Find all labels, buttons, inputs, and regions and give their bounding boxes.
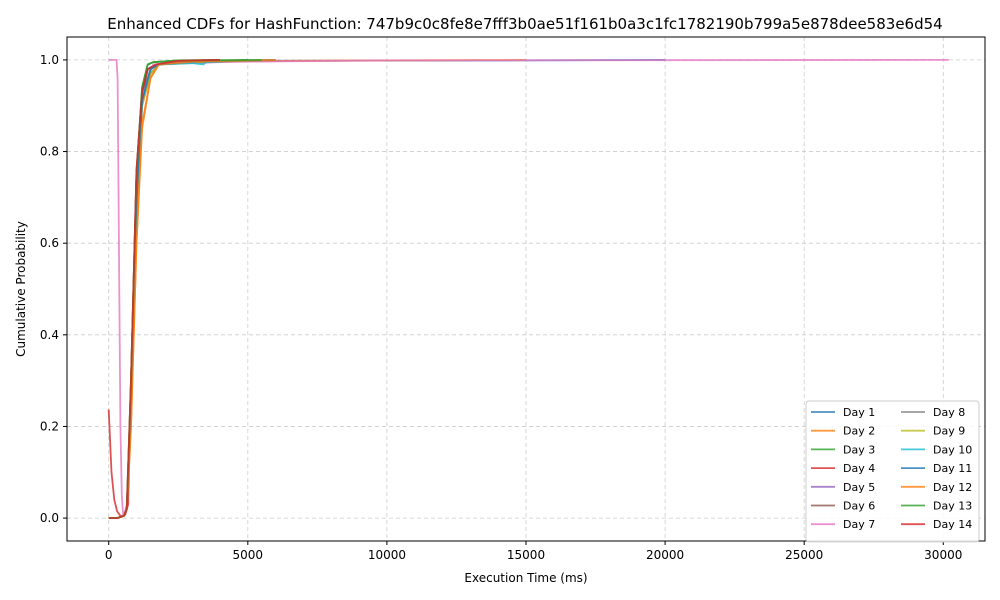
y-axis-label: Cumulative Probability xyxy=(14,221,28,357)
legend: Day 1 Day 2 Day 3 Day 4 Day 5 Day 6 Day 7 Day 8… xyxy=(805,400,980,543)
legend-entry-label: Day 1 xyxy=(843,406,875,419)
legend-entry-label: Day 14 xyxy=(933,518,972,531)
series-line-day-14 xyxy=(108,59,221,519)
legend-entry-label: Day 13 xyxy=(933,500,972,513)
legend-entry-label: Day 8 xyxy=(933,406,965,419)
chart-title: Enhanced CDFs for HashFunction: 747b9c0c… xyxy=(107,15,942,33)
x-tick-label: 5000 xyxy=(233,548,264,562)
y-tick-label: 0.0 xyxy=(40,511,59,525)
x-tick-label: 10000 xyxy=(368,548,406,562)
legend-entry-label: Day 6 xyxy=(843,500,875,513)
x-tick-label: 25000 xyxy=(785,548,823,562)
series-lines xyxy=(107,59,949,519)
legend-box xyxy=(805,400,980,543)
y-tick-label: 0.8 xyxy=(40,145,59,159)
legend-entry-label: Day 2 xyxy=(843,425,875,438)
legend-entry-label: Day 5 xyxy=(843,481,875,494)
y-tick-label: 0.6 xyxy=(40,236,59,250)
legend-entry-label: Day 9 xyxy=(933,425,965,438)
legend-entry-label: Day 7 xyxy=(843,518,875,531)
x-tick-label: 15000 xyxy=(507,548,545,562)
legend-entry-label: Day 11 xyxy=(933,462,972,475)
axis-ticks: 0 5000 10000 15000 20000 25000 30000 0.0 0.2 0.4 0… xyxy=(40,53,962,562)
x-axis-label: Execution Time (ms) xyxy=(464,571,587,585)
x-tick-label: 30000 xyxy=(924,548,962,562)
legend-entry-label: Day 3 xyxy=(843,443,875,456)
y-tick-label: 0.2 xyxy=(40,419,59,433)
x-tick-label: 0 xyxy=(105,548,113,562)
y-tick-label: 1.0 xyxy=(40,53,59,67)
legend-entry-label: Day 12 xyxy=(933,481,972,494)
legend-entry-label: Day 4 xyxy=(843,462,875,475)
x-tick-label: 20000 xyxy=(646,548,684,562)
y-tick-label: 0.4 xyxy=(40,328,59,342)
legend-entry-label: Day 10 xyxy=(933,443,972,456)
